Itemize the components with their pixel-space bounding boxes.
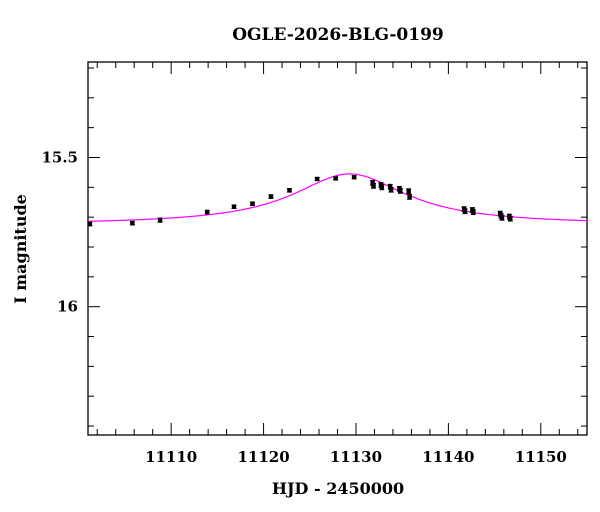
data-point <box>333 176 339 181</box>
point-marker <box>499 215 505 220</box>
point-marker <box>407 194 412 200</box>
data-point <box>470 209 476 215</box>
x-tick-label: 11120 <box>237 448 289 466</box>
data-point <box>204 209 210 215</box>
data-point <box>231 204 237 210</box>
y-tick-label: 15.5 <box>41 148 78 166</box>
y-ticks <box>88 67 587 427</box>
data-point <box>397 188 403 194</box>
point-marker <box>287 188 292 193</box>
point-marker <box>388 187 394 192</box>
data-point <box>268 194 274 199</box>
point-marker <box>205 209 210 215</box>
data-point <box>87 221 93 227</box>
data-points <box>87 174 513 227</box>
point-marker <box>157 217 163 223</box>
point-marker <box>371 183 376 189</box>
data-point <box>462 208 468 215</box>
plot-frame <box>87 61 588 436</box>
data-point <box>406 188 412 195</box>
point-marker <box>351 174 357 180</box>
point-marker <box>130 220 135 226</box>
data-point <box>157 217 163 223</box>
x-tick-label: 11130 <box>330 448 382 466</box>
point-marker <box>231 204 237 209</box>
x-axis-label: HJD - 2450000 <box>272 479 404 498</box>
point-marker <box>379 185 385 190</box>
data-point <box>379 184 385 191</box>
point-marker <box>370 180 375 186</box>
data-point <box>507 215 513 222</box>
x-tick-label: 11150 <box>515 448 567 466</box>
data-point <box>314 176 320 182</box>
x-tick-label: 11140 <box>422 448 474 466</box>
x-tick-label: 11110 <box>145 448 197 466</box>
point-marker <box>250 201 255 206</box>
data-point <box>249 201 255 207</box>
data-point <box>371 182 377 189</box>
point-marker <box>406 189 411 194</box>
data-point <box>286 188 292 193</box>
x-ticks <box>96 62 579 435</box>
data-point <box>351 174 357 180</box>
point-marker <box>398 188 403 194</box>
x-tick-labels: 11110 11120 11130 11140 11150 <box>145 448 567 466</box>
chart-title: OGLE-2026-BLG-0199 <box>232 25 444 45</box>
point-marker <box>87 221 93 227</box>
model-curve <box>87 173 588 222</box>
point-marker <box>508 216 513 221</box>
data-point <box>499 214 505 221</box>
y-tick-labels: 15.5 16 <box>41 148 78 315</box>
point-marker <box>462 209 468 214</box>
data-point <box>388 186 394 193</box>
point-marker <box>471 209 476 215</box>
y-tick-label: 16 <box>57 298 78 316</box>
point-marker <box>314 176 320 182</box>
point-marker <box>387 184 393 189</box>
data-point <box>129 220 135 226</box>
point-marker <box>333 176 338 181</box>
point-marker <box>268 194 274 199</box>
data-point <box>407 193 413 200</box>
y-axis-label: I magnitude <box>11 194 30 304</box>
